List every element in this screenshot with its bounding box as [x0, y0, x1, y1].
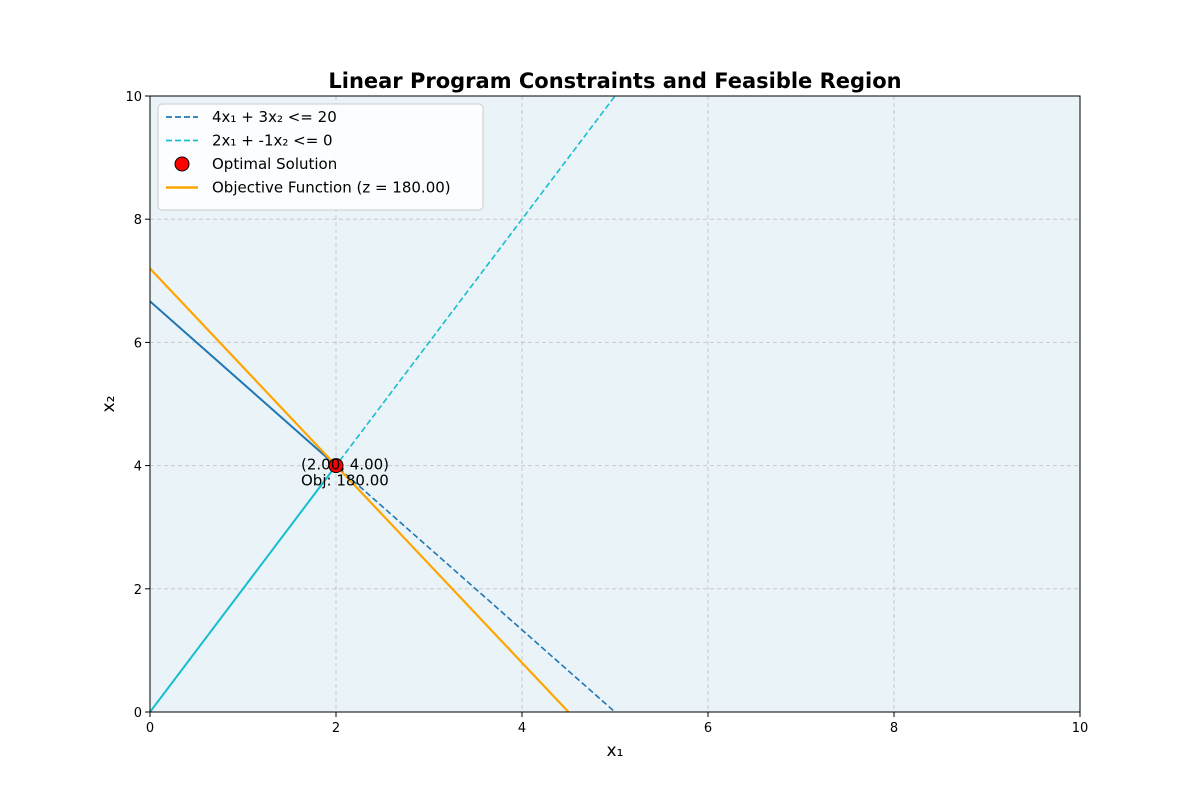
x-tick-label: 8 — [890, 721, 898, 736]
legend-label: 2x₁ + -1x₂ <= 0 — [212, 132, 333, 150]
annotation-objective: Obj: 180.00 — [301, 472, 389, 490]
annotation-coordinates: (2.00, 4.00) — [301, 456, 389, 474]
optimal-annotation: (2.00, 4.00)Obj: 180.00 — [301, 456, 389, 490]
legend-box — [157, 103, 484, 211]
x-axis-label: x₁ — [607, 741, 624, 761]
x-tick-label: 0 — [146, 721, 154, 736]
optimal-point-marker — [328, 458, 344, 474]
series-line — [150, 96, 617, 712]
plot-frame — [149, 95, 1081, 713]
legend: 4x₁ + 3x₂ <= 20 2x₁ + -1x₂ <= 0 Optimal So… — [157, 103, 484, 211]
y-tick-label: 8 — [134, 213, 142, 228]
y-tick-label: 2 — [134, 583, 142, 598]
x-tick-label: 10 — [1072, 721, 1089, 736]
series-layer — [150, 96, 617, 712]
legend-label: 4x₁ + 3x₂ <= 20 — [212, 108, 337, 126]
legend-label: Objective Function (z = 180.00) — [212, 179, 451, 197]
x-tick-label: 4 — [518, 721, 526, 736]
grid — [150, 96, 1080, 712]
y-tick-label: 10 — [125, 90, 142, 105]
y-tick-label: 6 — [134, 336, 142, 351]
legend-label: Optimal Solution — [212, 155, 337, 173]
y-axis-label: x₂ — [99, 396, 119, 413]
legend-handle — [174, 156, 190, 172]
chart-title: Linear Program Constraints and Feasible … — [328, 69, 901, 93]
series-line — [150, 267, 570, 712]
x-tick-label: 2 — [332, 721, 340, 736]
series-line — [150, 300, 616, 712]
x-tick-label: 6 — [704, 721, 712, 736]
y-tick-label: 0 — [134, 706, 142, 721]
y-tick-label: 4 — [134, 460, 142, 475]
ticks: 0 2 4 6 8 10 0 2 4 6 8 10 — [125, 90, 1088, 736]
